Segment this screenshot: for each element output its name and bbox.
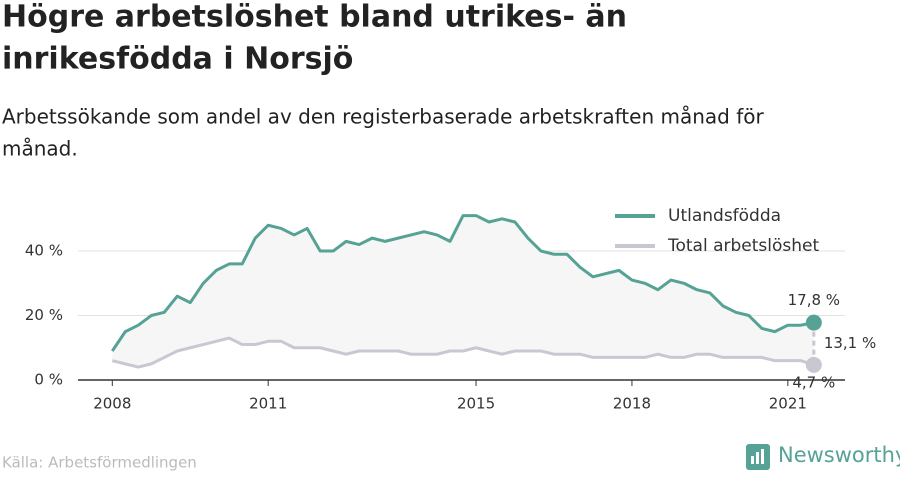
chart-title: inrikesfödda i Norsjö — [2, 42, 353, 77]
logo-icon — [751, 456, 754, 464]
end-label: 17,8 % — [788, 291, 840, 309]
x-tick-label: 2021 — [769, 395, 807, 413]
gap-area — [112, 215, 814, 368]
end-point — [805, 314, 822, 331]
source: Källa: Arbetsförmedlingen — [2, 454, 197, 472]
difference-label: 13,1 % — [824, 334, 876, 352]
logo: Newsworthy — [746, 443, 900, 470]
brand: Newsworthy — [778, 443, 900, 467]
chart-title: Högre arbetslöshet bland utrikes- än — [2, 0, 627, 35]
chart-subtitle: månad. — [2, 137, 78, 161]
x-tick-label: 2018 — [613, 395, 651, 413]
chart-subtitle: Arbetssökande som andel av den registerb… — [2, 105, 764, 129]
legend-label: Total arbetslöshet — [667, 236, 820, 256]
x-tick-label: 2015 — [457, 395, 495, 413]
series-line — [111, 336, 815, 369]
end-label: 4,7 % — [792, 373, 835, 391]
x-tick-label: 2011 — [249, 395, 287, 413]
y-tick-label: 20 % — [25, 306, 63, 324]
legend-label: Utlandsfödda — [668, 206, 781, 226]
y-tick-label: 40 % — [25, 242, 63, 260]
end-point — [805, 356, 822, 373]
logo-icon — [761, 449, 764, 464]
y-tick-label: 0 % — [34, 371, 63, 389]
x-tick-label: 2008 — [93, 395, 131, 413]
logo-icon — [756, 452, 759, 464]
series-line — [111, 214, 815, 352]
